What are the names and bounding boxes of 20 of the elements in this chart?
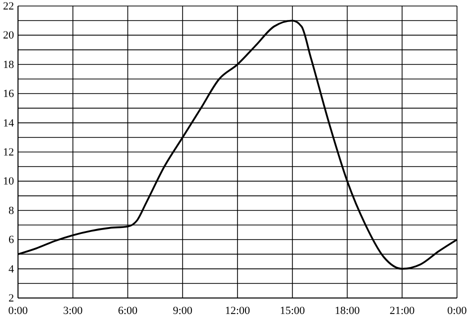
x-tick-label: 12:00: [224, 304, 251, 317]
y-tick-label: 22: [3, 0, 14, 13]
x-tick-label: 6:00: [118, 304, 138, 317]
x-tick-label: 9:00: [172, 304, 193, 317]
y-tick-label: 8: [8, 204, 14, 217]
x-tick-label: 21:00: [390, 304, 416, 317]
y-tick-label: 4: [8, 263, 14, 276]
y-tick-label: 16: [3, 88, 14, 100]
y-tick-label: 14: [3, 117, 14, 130]
x-tick-label: 0:00: [447, 304, 468, 317]
y-tick-label: 10: [3, 176, 14, 188]
x-tick-label: 0:00: [8, 304, 28, 317]
x-tick-label: 3:00: [63, 304, 84, 317]
y-tick-label: 2: [8, 292, 14, 305]
y-tick-label: 6: [8, 234, 14, 246]
y-tick-label: 18: [3, 58, 14, 71]
x-tick-label: 15:00: [280, 304, 306, 317]
y-tick-label: 20: [3, 30, 14, 42]
x-tick-label: 18:00: [334, 304, 360, 317]
y-tick-label: 12: [3, 146, 14, 159]
